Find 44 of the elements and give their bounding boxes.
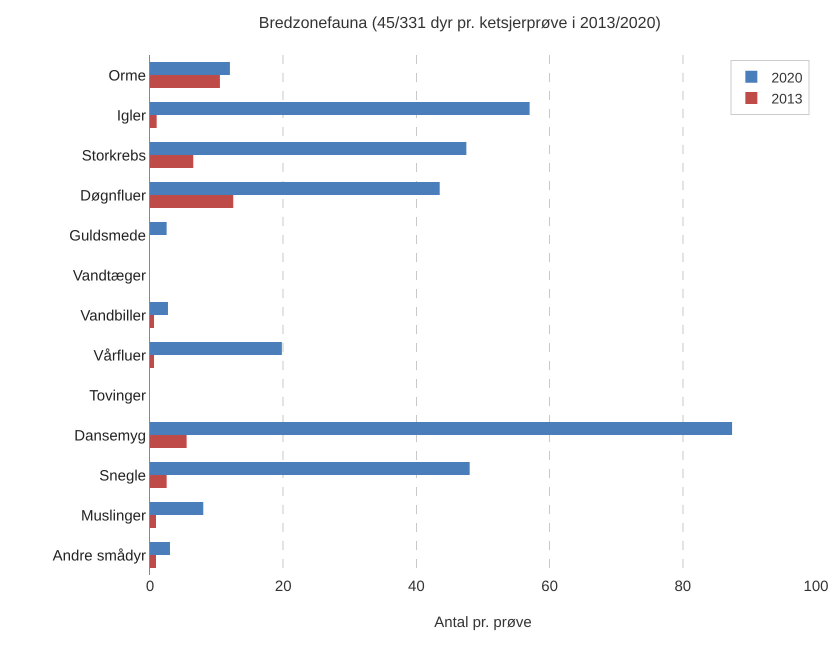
bar: [150, 555, 156, 568]
x-tick-label: 100: [803, 578, 829, 595]
bar: [150, 115, 157, 128]
bar: [150, 182, 440, 195]
bar: [150, 542, 170, 555]
bar: [150, 75, 220, 88]
bar: [150, 475, 167, 488]
legend-label: 2013: [771, 90, 803, 106]
bar: [150, 422, 732, 435]
bar: [150, 62, 230, 75]
bar: [150, 355, 154, 368]
bar: [150, 222, 167, 235]
legend-label: 2020: [771, 69, 803, 86]
bar: [150, 315, 154, 328]
y-tick-label: Døgnfluer: [80, 187, 146, 204]
y-tick-label: Storkrebs: [82, 147, 146, 164]
y-tick-label: Tovinger: [89, 387, 146, 404]
y-tick-label: Andre smådyr: [52, 547, 146, 564]
y-tick-label: Guldsmede: [69, 227, 146, 244]
y-tick-label: Snegle: [99, 467, 146, 484]
bar: [150, 195, 234, 208]
bar: [150, 155, 194, 168]
bar: [150, 142, 466, 155]
x-tick-label: 0: [146, 578, 154, 595]
y-tick-label: Dansemyg: [74, 427, 146, 444]
x-tick-label: 40: [408, 578, 425, 595]
bar: [150, 462, 470, 475]
bar: [150, 515, 156, 528]
y-tick-label: Vårfluer: [93, 347, 146, 364]
y-tick-label: Igler: [116, 107, 146, 124]
bar: [150, 102, 530, 115]
y-tick-label: Orme: [108, 67, 146, 84]
bar: [150, 502, 204, 515]
y-tick-label: Vandbiller: [80, 307, 146, 324]
y-tick-label: Vandtæger: [72, 267, 146, 284]
y-tick-label: Muslinger: [80, 507, 146, 524]
chart-title: Bredzonefauna (45/331 dyr pr. ketsjerprøve i 2013/2020): [258, 14, 661, 32]
bar: [150, 342, 282, 355]
bar: [150, 435, 187, 448]
x-tick-label: 20: [274, 578, 292, 595]
bar: [150, 302, 168, 315]
x-tick-label: 60: [541, 578, 558, 595]
x-tick-label: 80: [674, 578, 692, 595]
x-axis-title: Antal pr. prøve: [434, 614, 532, 631]
